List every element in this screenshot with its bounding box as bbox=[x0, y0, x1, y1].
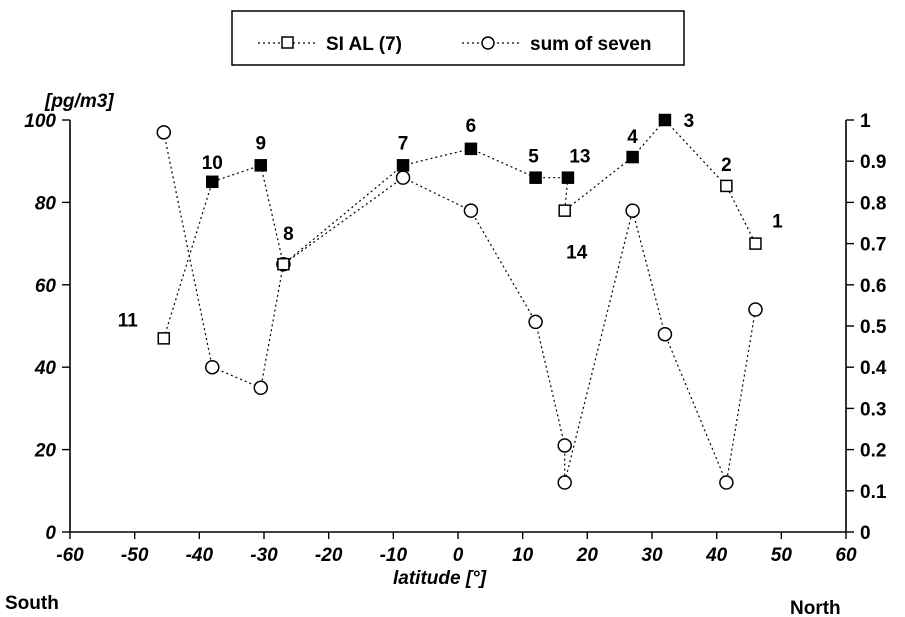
x-tick-label: 30 bbox=[641, 545, 663, 566]
square-marker bbox=[529, 171, 542, 184]
y2-tick-label: 0.6 bbox=[860, 276, 886, 297]
legend-label-circle: sum of seven bbox=[530, 34, 651, 55]
x-tick-label: 10 bbox=[512, 545, 534, 566]
legend: SI AL (7) sum of seven bbox=[231, 10, 685, 66]
point-label: 10 bbox=[202, 153, 223, 174]
circle-marker bbox=[253, 380, 269, 396]
y2-tick-label: 1 bbox=[860, 111, 871, 132]
plot-area: -60 -50 -40 -30 -20 -10 0 10 20 30 40 50 60020406080… bbox=[24, 111, 887, 566]
square-marker bbox=[396, 159, 410, 172]
circle-marker bbox=[205, 359, 220, 375]
x-tick-label: 40 bbox=[705, 545, 728, 566]
legend-circle-marker bbox=[481, 36, 495, 50]
square-marker bbox=[749, 237, 762, 250]
x-tick-label: 50 bbox=[771, 545, 793, 566]
x-tick-label: -40 bbox=[186, 545, 214, 566]
circle-marker bbox=[748, 302, 763, 317]
point-label: 14 bbox=[566, 243, 588, 264]
point-label: 4 bbox=[627, 127, 638, 148]
y2-tick-label: 0.9 bbox=[860, 152, 886, 173]
south-label: South bbox=[5, 593, 59, 614]
point-label: 11 bbox=[118, 310, 139, 331]
x-tick-label: 20 bbox=[576, 545, 599, 566]
square-marker bbox=[626, 150, 639, 164]
x-axis-title: latitude [°] bbox=[393, 568, 487, 589]
circle-marker bbox=[557, 475, 572, 490]
square-marker bbox=[658, 113, 672, 127]
x-tick-label: -50 bbox=[121, 545, 149, 566]
x-tick-label: -20 bbox=[315, 545, 343, 566]
square-marker bbox=[277, 257, 290, 271]
x-tick-label: 60 bbox=[835, 545, 857, 566]
y2-tick-label: 0.4 bbox=[860, 358, 887, 379]
y-axis-title: [pg/m3] bbox=[44, 91, 114, 112]
legend-square-marker bbox=[281, 36, 294, 49]
circle-marker bbox=[625, 203, 640, 218]
legend-label-square: SI AL (7) bbox=[326, 34, 402, 55]
square-marker bbox=[561, 171, 575, 184]
point-label: 6 bbox=[466, 116, 477, 137]
series-line-sum-of-seven bbox=[163, 132, 757, 485]
x-tick-label: -60 bbox=[56, 545, 84, 566]
square-marker bbox=[558, 204, 571, 217]
y2-tick-label: 0 bbox=[860, 523, 871, 544]
circle-marker bbox=[557, 438, 572, 453]
y2-tick-label: 0.2 bbox=[860, 441, 886, 462]
square-marker bbox=[720, 179, 733, 193]
y2-tick-label: 0.7 bbox=[860, 235, 886, 256]
x-tick-label: -10 bbox=[380, 545, 408, 566]
circle-marker bbox=[156, 125, 172, 140]
point-label: 8 bbox=[283, 224, 294, 245]
y2-tick-label: 0.1 bbox=[860, 482, 887, 503]
square-marker bbox=[157, 332, 171, 345]
x-tick-label: -30 bbox=[250, 545, 278, 566]
y-tick-label: 60 bbox=[35, 276, 57, 297]
square-marker bbox=[206, 175, 219, 189]
y-tick-label: 80 bbox=[35, 193, 57, 214]
circle-marker bbox=[528, 314, 543, 330]
point-label: 1 bbox=[772, 212, 783, 233]
point-label: 3 bbox=[684, 111, 695, 132]
y-tick-label: 40 bbox=[34, 358, 57, 379]
point-label: 13 bbox=[569, 147, 590, 168]
point-label: 7 bbox=[398, 133, 409, 154]
y2-tick-label: 0.8 bbox=[860, 193, 886, 214]
point-label: 5 bbox=[528, 147, 539, 168]
square-marker bbox=[254, 159, 268, 172]
north-label: North bbox=[790, 598, 841, 617]
y2-tick-label: 0.3 bbox=[860, 399, 886, 420]
circle-marker bbox=[657, 326, 673, 342]
legend-box bbox=[231, 10, 685, 66]
circle-marker bbox=[463, 203, 479, 218]
point-label: 9 bbox=[255, 133, 266, 154]
x-tick-label: 0 bbox=[453, 545, 464, 566]
circle-marker bbox=[719, 475, 734, 490]
y-tick-label: 20 bbox=[34, 441, 57, 462]
y-tick-label: 0 bbox=[45, 523, 56, 544]
y-tick-label: 100 bbox=[24, 111, 56, 132]
circle-marker bbox=[395, 170, 411, 185]
y2-tick-label: 0.5 bbox=[860, 317, 887, 338]
point-label: 2 bbox=[721, 155, 732, 176]
square-marker bbox=[464, 142, 478, 156]
series-line-si-al bbox=[163, 119, 757, 339]
